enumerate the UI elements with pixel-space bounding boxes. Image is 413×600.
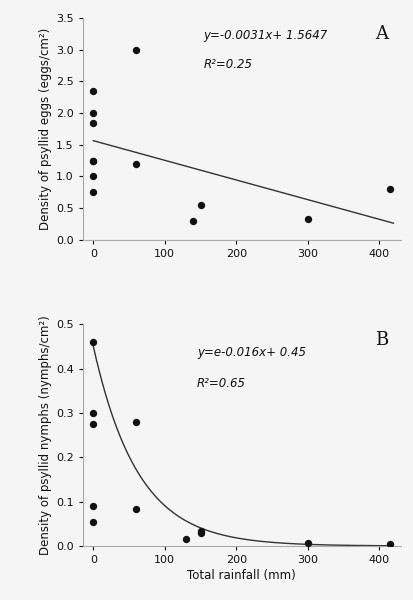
- Point: [387, 539, 393, 548]
- Point: [90, 108, 97, 118]
- Text: R²=0.65: R²=0.65: [197, 377, 246, 391]
- Text: y=e-0.016x+ 0.45: y=e-0.016x+ 0.45: [197, 346, 306, 359]
- X-axis label: Total rainfall (mm): Total rainfall (mm): [187, 569, 296, 582]
- Point: [197, 528, 204, 538]
- Y-axis label: Density of psyllid nymphs (nymphs/cm²): Density of psyllid nymphs (nymphs/cm²): [39, 315, 52, 555]
- Point: [133, 159, 140, 169]
- Point: [133, 417, 140, 427]
- Point: [90, 188, 97, 197]
- Text: R²=0.25: R²=0.25: [204, 58, 252, 71]
- Point: [90, 337, 97, 347]
- Point: [90, 408, 97, 418]
- Point: [197, 200, 204, 210]
- Text: y=-0.0031x+ 1.5647: y=-0.0031x+ 1.5647: [204, 29, 328, 42]
- Point: [90, 118, 97, 127]
- Text: B: B: [375, 331, 388, 349]
- Point: [90, 419, 97, 429]
- Point: [387, 184, 393, 194]
- Point: [304, 538, 311, 548]
- Point: [133, 505, 140, 514]
- Point: [90, 501, 97, 511]
- Point: [183, 535, 190, 544]
- Point: [304, 214, 311, 224]
- Point: [90, 86, 97, 95]
- Y-axis label: Density of psyllid eggs (eggs/cm²): Density of psyllid eggs (eggs/cm²): [39, 28, 52, 230]
- Point: [90, 156, 97, 166]
- Text: A: A: [375, 25, 388, 43]
- Point: [90, 517, 97, 526]
- Point: [90, 156, 97, 166]
- Point: [90, 172, 97, 181]
- Point: [190, 216, 197, 226]
- Point: [133, 45, 140, 55]
- Point: [197, 527, 204, 536]
